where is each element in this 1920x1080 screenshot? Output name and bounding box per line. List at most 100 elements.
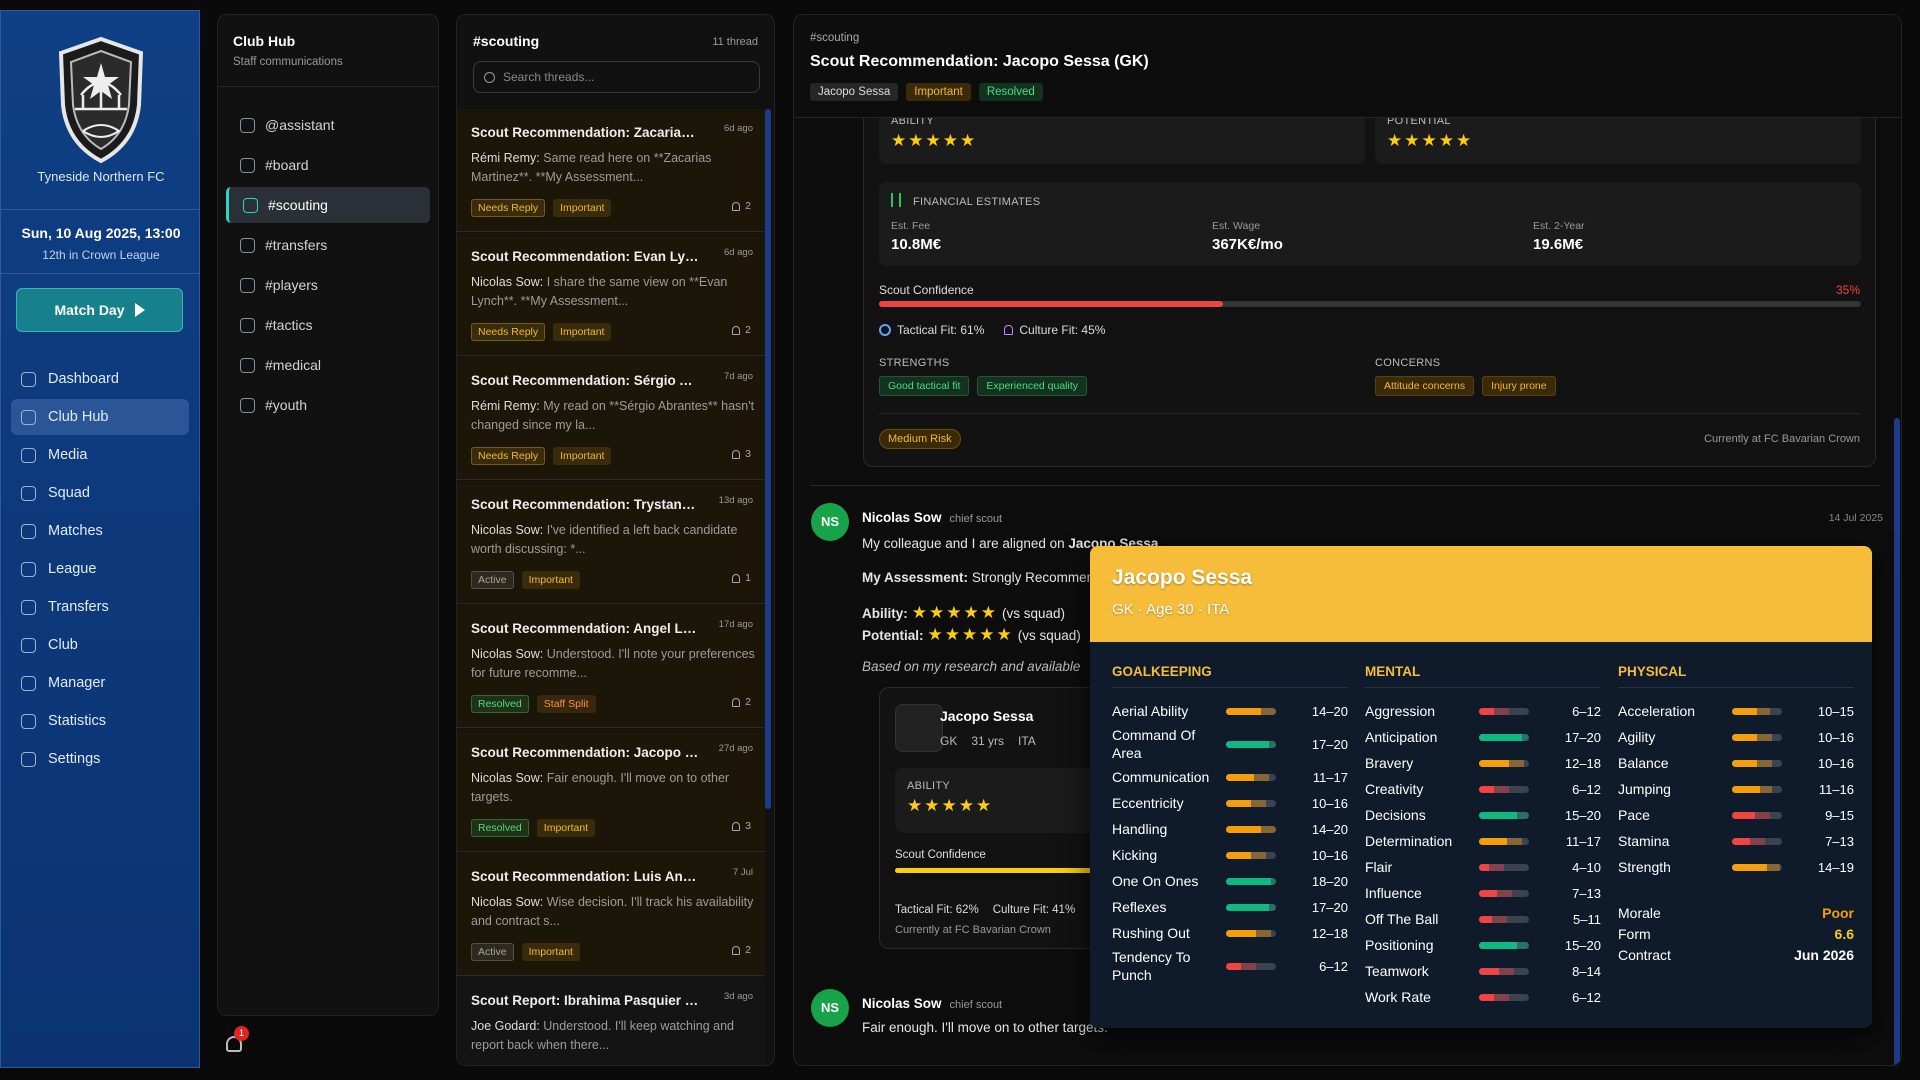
thread-item[interactable]: Scout Recommendation: Angel Lui... 17d ag…: [457, 605, 765, 728]
thread-preview: Rémi Remy: Same read here on **Zacarias …: [471, 149, 756, 187]
participant-icon: [732, 821, 741, 831]
rating-track: [1732, 785, 1782, 793]
rating-label: 5–11: [1573, 911, 1601, 927]
attribute-row: Work Rate 6–12: [1365, 984, 1601, 1010]
star: [976, 796, 991, 815]
rating-label: 12–18: [1311, 925, 1348, 941]
priority-pill: Important: [553, 199, 612, 217]
thread-age: 7d ago: [723, 371, 753, 382]
channel-item[interactable]: #tactics: [226, 307, 430, 343]
rating-track: [1226, 929, 1276, 937]
nav-item[interactable]: Transfers: [11, 589, 189, 625]
attribute-row: Strength 14–19: [1618, 854, 1854, 880]
rating-track: [1479, 915, 1529, 923]
star: [959, 796, 974, 815]
star: [962, 625, 977, 644]
thread-item[interactable]: Scout Recommendation: Jacopo Se... 27d ag…: [457, 729, 765, 852]
status-pill: Needs Reply: [471, 323, 546, 341]
attribute-name: Creativity: [1365, 781, 1424, 797]
thread-age: 13d ago: [718, 495, 753, 506]
thread-preview: Joe Godard: Understood. I'll keep watchi…: [471, 1017, 756, 1055]
channel-name: #scouting: [268, 197, 328, 213]
channel-item[interactable]: #youth: [226, 387, 430, 423]
rating-bar: [1479, 811, 1517, 819]
rating-track: [1226, 903, 1276, 911]
thread-item[interactable]: Scout Recommendation: Zacarias ... 6d ago…: [457, 109, 765, 232]
nav-icon: [21, 599, 36, 615]
message-text: My colleague and I are aligned on: [862, 536, 1069, 551]
nav-item[interactable]: Settings: [11, 741, 189, 777]
thread-title: Scout Recommendation: Jacopo Se...: [471, 745, 699, 760]
channel-item[interactable]: #transfers: [226, 227, 430, 263]
nav-item[interactable]: Media: [11, 437, 189, 473]
league-position: 12th in Crown League: [42, 248, 160, 262]
attribute-name: Kicking: [1112, 847, 1158, 863]
nav-item[interactable]: League: [11, 551, 189, 587]
channel-icon: [240, 397, 255, 413]
participants: 1: [732, 572, 751, 584]
rating-bar: [1479, 889, 1497, 897]
preview-author: Nicolas Sow:: [471, 895, 544, 909]
attribute-name: Stamina: [1618, 833, 1670, 849]
thread-item[interactable]: Scout Recommendation: Sérgio Abr... 7d ag…: [457, 357, 765, 480]
channel-item[interactable]: #medical: [226, 347, 430, 383]
channel-item[interactable]: #board: [226, 147, 430, 183]
attribute-row: Stamina 7–13: [1618, 828, 1854, 854]
divider: [1, 273, 199, 274]
match-day-button[interactable]: Match Day: [16, 288, 183, 332]
popup-subtitle: GK · Age 30 · ITA: [1112, 601, 1230, 618]
thread-item[interactable]: Scout Recommendation: Trystan F... 13d ag…: [457, 481, 765, 604]
thread-item[interactable]: Scout Report: Ibrahima Pasquier (RB) 3d a…: [457, 977, 765, 1065]
nav-item[interactable]: Statistics: [11, 703, 189, 739]
strength-tag: Experienced quality: [977, 376, 1088, 396]
attribute-column: GOALKEEPING Aerial Ability 14–20 Command Of…: [1112, 664, 1348, 986]
channel-name: #transfers: [265, 237, 328, 253]
search-icon: [484, 71, 495, 83]
star-rating: [1387, 131, 1473, 151]
channel-item[interactable]: #players: [226, 267, 430, 303]
search-input[interactable]: Search threads...: [473, 61, 760, 93]
divider: [794, 117, 1901, 118]
extra-row: Contract Jun 2026: [1618, 944, 1854, 965]
nav-item[interactable]: Club Hub: [11, 399, 189, 435]
extra-label: Morale: [1618, 904, 1661, 921]
participant-count: 1: [745, 572, 751, 584]
rating-track: [1479, 785, 1529, 793]
rating-label: 10–16: [1311, 847, 1348, 863]
thread-preview: Nicolas Sow: I share the same view on **…: [471, 273, 756, 311]
rating-label: 6–12: [1319, 958, 1348, 974]
attribute-row: Off The Ball 5–11: [1365, 906, 1601, 932]
thread-age: 27d ago: [718, 743, 753, 754]
thread-item[interactable]: Scout Recommendation: Evan Lync... 6d ago…: [457, 233, 765, 356]
group-title: GOALKEEPING: [1112, 664, 1348, 688]
message-author: Nicolas Sow: [862, 996, 942, 1011]
group-title: PHYSICAL: [1618, 664, 1854, 688]
card-age: 31 yrs: [971, 734, 1005, 748]
nav-item[interactable]: Dashboard: [11, 361, 189, 397]
nav-item[interactable]: Manager: [11, 665, 189, 701]
status-pill: Needs Reply: [471, 447, 546, 465]
nav-item[interactable]: Club: [11, 627, 189, 663]
channel-panel: Club Hub Staff communications @assistant #b…: [217, 14, 439, 1016]
notification-bell[interactable]: 1: [226, 1026, 249, 1052]
channel-item[interactable]: #scouting: [226, 187, 430, 223]
nav-icon: [21, 371, 36, 387]
nav-item[interactable]: Squad: [11, 475, 189, 511]
nav-icon: [21, 675, 36, 691]
assessment-label: My Assessment:: [862, 570, 969, 585]
nav-item[interactable]: Matches: [11, 513, 189, 549]
star: [943, 131, 958, 150]
channel-item[interactable]: @assistant: [226, 107, 430, 143]
attribute-name: Rushing Out: [1112, 925, 1190, 941]
status-pill: Active: [471, 571, 514, 589]
status-pill: Resolved: [471, 819, 529, 837]
attribute-row: Jumping 11–16: [1618, 776, 1854, 802]
thread-tags: Needs Reply Important: [471, 446, 619, 465]
attribute-row: Agility 10–16: [1618, 724, 1854, 750]
rating-label: 11–17: [1565, 833, 1601, 849]
rating-label: 11–16: [1818, 781, 1854, 797]
thread-item[interactable]: Scout Recommendation: Luis Angel B... 7 J…: [457, 853, 765, 976]
nav-icon: [21, 485, 36, 501]
thread-title: Scout Recommendation: Evan Lync...: [471, 249, 699, 264]
